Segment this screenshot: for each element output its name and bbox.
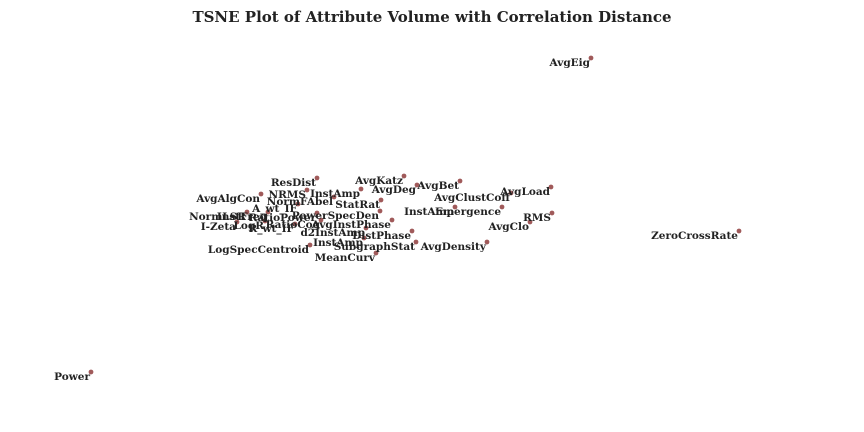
point-label: ZeroCrossRate [651,230,738,242]
labels-layer: AvgEig ResDist AvgKatz AvgBet NRMS InstAmp Avg… [54,57,738,383]
point-label: AvgInstPhase [311,219,392,231]
data-point [88,369,94,375]
point-label: DistPhase [352,230,411,242]
point-label: LogR [234,220,265,232]
data-point [527,219,533,225]
data-point [548,184,554,190]
data-point [736,228,742,234]
data-point [457,178,463,184]
data-point [262,218,268,224]
data-point [499,204,505,210]
data-point [484,239,490,245]
data-point [549,210,555,216]
data-point [361,235,367,241]
point-label: ResDist [271,177,316,189]
data-point [314,210,320,216]
data-point [389,217,395,223]
data-point [373,250,379,256]
point-label: InstFreq [217,211,268,223]
point-label: SubgraphStat [334,241,415,253]
data-point [318,217,324,223]
data-point [234,219,240,225]
point-label: AvgClo [487,221,529,233]
point-label: R_wt_IF [249,223,295,236]
data-point [258,191,264,197]
data-point [314,175,320,181]
point-label: RatioPower [249,212,317,224]
data-point [414,182,420,188]
point-label: AvgAlgCon [195,193,260,205]
data-point [363,225,369,231]
points-layer [88,55,742,375]
point-label: LogSpecCentroid [208,244,310,256]
data-point [244,209,250,215]
data-point [358,186,364,192]
point-label: RMS [523,212,551,224]
data-point [304,187,310,193]
data-point [378,197,384,203]
chart-title: TSNE Plot of Attribute Volume with Corre… [192,8,671,26]
point-label: NormFAbel [267,196,333,208]
point-label: A_wt_IF [251,203,297,216]
point-label: d2InstAmp [300,227,365,239]
data-point [331,194,337,200]
point-label: Emergence [435,206,501,218]
point-label: AvgDeg [371,184,417,196]
data-point [508,190,514,196]
data-point [588,55,594,61]
point-label: AvgDensity [420,241,487,253]
point-label: InstAmp [404,206,454,218]
point-label: Power [54,371,90,383]
data-point [377,208,383,214]
data-point [413,239,419,245]
data-point [409,228,415,234]
point-label: StatRat [335,199,380,211]
point-label: AvgLoad [499,186,550,198]
data-point [292,221,298,227]
point-label: AvgBet [416,180,459,192]
point-label: MeanCurv [315,252,376,264]
point-label: InstAmp [310,188,360,200]
point-label: NRMS [268,189,306,201]
data-point [265,209,271,215]
point-label: AvgClustCoff [433,192,511,204]
point-label: AvgEig [549,57,591,69]
data-point [401,173,407,179]
data-point [307,242,313,248]
point-label: AvgKatz [354,175,403,187]
data-point [295,201,301,207]
point-label: RatioCog [266,219,321,231]
point-label: NormLSR [189,211,246,223]
point-label: InstAmp [313,237,363,249]
data-point [452,204,458,210]
point-label: I-Zeta [201,221,236,233]
point-label: PowerSpecDen [292,210,380,222]
